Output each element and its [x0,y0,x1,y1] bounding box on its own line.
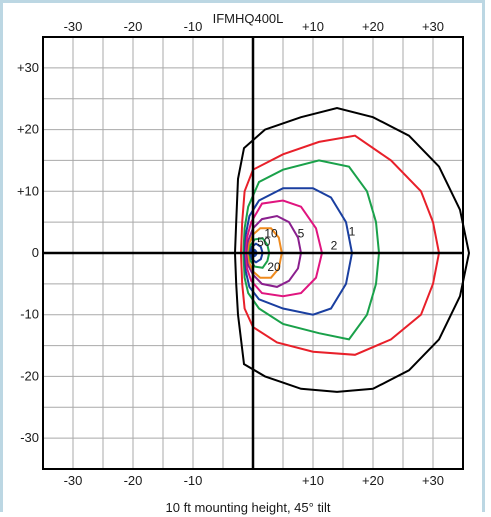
x-axis-label: 10 ft mounting height, 45° tilt [166,500,331,515]
isofootcandle-chart: IFMHQ400L 10 ft mounting height, 45° til… [17,11,471,515]
contour-lines [233,106,471,393]
x-tick-label-top: +30 [422,19,444,34]
x-tick-label-top: -30 [64,19,83,34]
y-tick-label: +10 [17,183,39,198]
x-tick-label-bottom: -10 [184,473,203,488]
x-tick-label-top: +20 [362,19,384,34]
contour-value-label: 20 [267,260,281,274]
y-tick-label: -10 [20,307,39,322]
x-tick-label-top: +10 [302,19,324,34]
y-tick-label: +20 [17,122,39,137]
chart-title: IFMHQ400L [213,11,284,26]
x-tick-label-bottom: +30 [422,473,444,488]
x-tick-label-bottom: +20 [362,473,384,488]
y-tick-label: -20 [20,368,39,383]
contour-0-5 [233,106,471,393]
x-tick-label-top: -20 [124,19,143,34]
y-tick-label: +30 [17,60,39,75]
x-tick-label-top: -10 [184,19,203,34]
tick-labels: -30 -30 -20 -20 -10 -10 +10 +10 +20 +20 +30 +30 +30 +… [17,19,444,488]
contour-1 [239,134,441,356]
contour-value-label: 5 [298,226,305,240]
contour-value-label: 1 [349,224,356,238]
axes [42,36,464,470]
x-tick-label-bottom: -20 [124,473,143,488]
x-tick-label-bottom: +10 [302,473,324,488]
y-tick-label: -30 [20,430,39,445]
y-tick-label: 0 [32,245,39,260]
contour-value-label: 10 [264,226,278,240]
contour-value-label: 50 [257,235,271,249]
contour-value-label: 2 [331,239,338,253]
x-tick-label-bottom: -30 [64,473,83,488]
